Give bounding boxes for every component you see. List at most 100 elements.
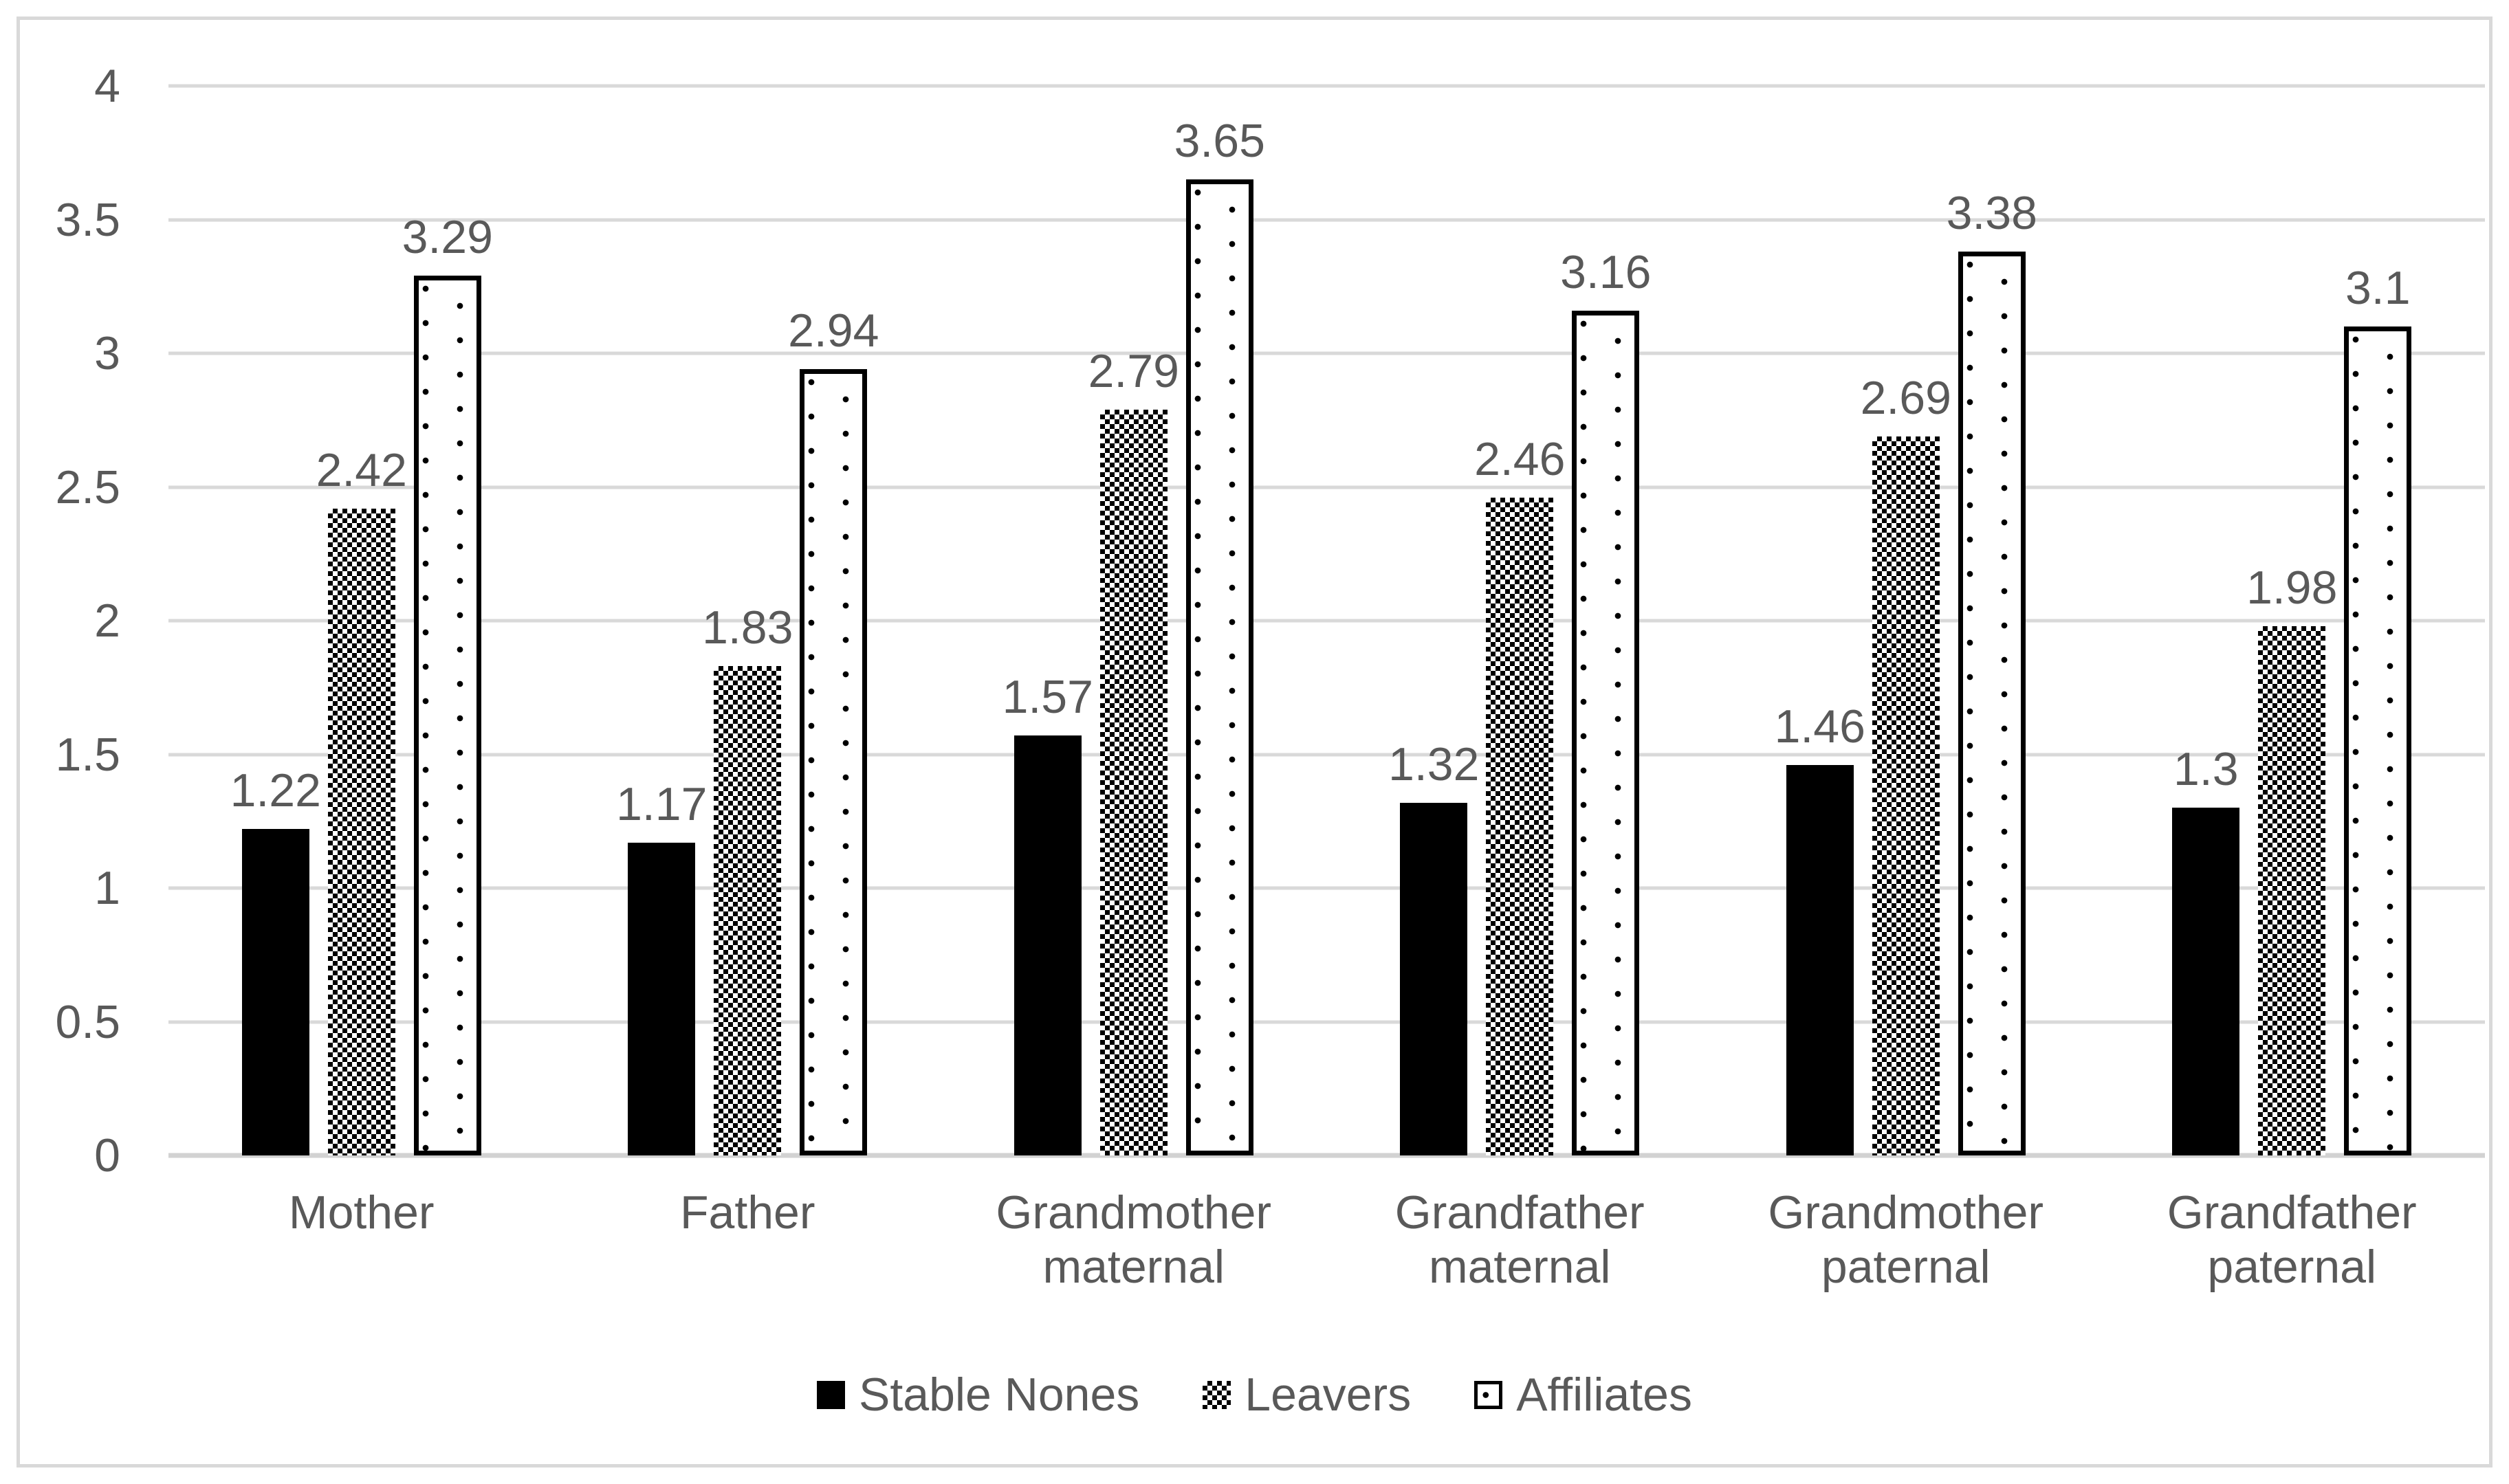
- bar-value-label: 3.16: [1560, 245, 1652, 298]
- bar-leavers-grandfather-maternal: [1486, 498, 1554, 1155]
- bar-stable-nones-mother: [241, 829, 309, 1155]
- legend: Stable Nones Leavers Affiliates: [0, 1371, 2509, 1418]
- bar-value-label: 2.94: [788, 304, 879, 357]
- legend-label-affiliates: Affiliates: [1516, 1369, 1692, 1421]
- category-label-text: Grandfather paternal: [2167, 1186, 2417, 1293]
- bar-groups: 1.22 2.42 3.29 1.17 1.83 2.94 1.57 2.79 3.65 1.32…: [168, 86, 2485, 1155]
- category-label-mother: Mother: [168, 1186, 555, 1294]
- bar-value-label: 1.17: [616, 777, 708, 830]
- bar-value-label: 1.32: [1388, 738, 1480, 790]
- legend-label-stable-nones: Stable Nones: [859, 1369, 1140, 1421]
- bar-column-affiliates: 3.1: [2344, 86, 2412, 1155]
- y-tick-label: 0: [94, 1129, 120, 1182]
- category-label-text: Grandfather maternal: [1394, 1186, 1645, 1293]
- y-tick-label: 0.5: [55, 995, 120, 1048]
- chart-outer-frame: [17, 16, 2492, 1468]
- bar-stable-nones-grandfather-maternal: [1400, 802, 1468, 1155]
- bar-column-stable-nones: 1.57: [1002, 86, 1093, 1155]
- gridline: [168, 351, 2485, 355]
- bar-column-leavers: 2.42: [316, 86, 407, 1155]
- bar-group-grandfather-maternal: 1.32 2.46 3.16: [1327, 86, 1713, 1155]
- bar-affiliates-mother: [413, 276, 481, 1155]
- bar-value-label: 2.42: [316, 443, 407, 496]
- bar-value-label: 3.38: [1946, 187, 2037, 240]
- bar-leavers-father: [714, 666, 782, 1155]
- bar-affiliates-grandmother-paternal: [1958, 252, 2026, 1155]
- bar-leavers-grandfather-paternal: [2258, 625, 2326, 1155]
- bar-leavers-grandmother-paternal: [1872, 436, 1940, 1155]
- bar-column-leavers: 2.69: [1861, 86, 1951, 1155]
- bar-group-grandmother-paternal: 1.46 2.69 3.38: [1713, 86, 2099, 1155]
- gridline: [168, 886, 2485, 890]
- gridline: [168, 753, 2485, 756]
- bar-value-label: 2.79: [1088, 344, 1179, 397]
- y-tick-label: 4: [94, 60, 120, 112]
- bar-group-mother: 1.22 2.42 3.29: [168, 86, 555, 1155]
- bar-affiliates-father: [800, 369, 868, 1155]
- category-label-text: Grandmother maternal: [996, 1186, 1272, 1293]
- bar-value-label: 2.69: [1860, 371, 1951, 424]
- category-label-text: Father: [679, 1186, 815, 1239]
- category-axis-labels: Mother Father Grandmother maternal Grandfat…: [168, 1186, 2485, 1294]
- bar-column-stable-nones: 1.17: [616, 86, 707, 1155]
- gridline: [168, 1153, 2485, 1158]
- bar-value-label: 1.83: [702, 601, 793, 654]
- y-tick-label: 3.5: [55, 193, 120, 246]
- bar-column-affiliates: 3.16: [1560, 86, 1651, 1155]
- bar-value-label: 1.98: [2246, 561, 2338, 614]
- y-tick-label: 1.5: [55, 728, 120, 781]
- category-label-text: Mother: [288, 1186, 435, 1239]
- bar-group-father: 1.17 1.83 2.94: [555, 86, 941, 1155]
- gridline: [168, 218, 2485, 221]
- bar-column-leavers: 2.79: [1088, 86, 1179, 1155]
- bar-value-label: 3.29: [402, 211, 493, 264]
- bar-leavers-mother: [327, 508, 395, 1155]
- category-label-grandmother-maternal: Grandmother maternal: [941, 1186, 1327, 1294]
- bar-value-label: 1.22: [230, 764, 321, 817]
- bar-value-label: 3.1: [2345, 262, 2411, 315]
- bar-affiliates-grandfather-maternal: [1572, 310, 1640, 1155]
- bar-stable-nones-father: [628, 842, 696, 1155]
- category-label-grandfather-maternal: Grandfather maternal: [1327, 1186, 1713, 1294]
- bar-group-grandmother-maternal: 1.57 2.79 3.65: [941, 86, 1327, 1155]
- bar-column-affiliates: 3.29: [402, 86, 493, 1155]
- y-tick-label: 2.5: [55, 461, 120, 513]
- bar-affiliates-grandfather-paternal: [2344, 326, 2412, 1155]
- gridline: [168, 84, 2485, 88]
- category-label-grandfather-paternal: Grandfather paternal: [2099, 1186, 2486, 1294]
- bar-stable-nones-grandfather-paternal: [2172, 808, 2240, 1155]
- bar-stable-nones-grandmother-paternal: [1786, 765, 1854, 1155]
- gridline: [168, 485, 2485, 489]
- legend-item-stable-nones: Stable Nones: [817, 1371, 1139, 1418]
- bar-column-affiliates: 3.65: [1174, 86, 1265, 1155]
- bar-group-grandfather-paternal: 1.3 1.98 3.1: [2099, 86, 2486, 1155]
- bar-column-stable-nones: 1.46: [1775, 86, 1865, 1155]
- bar-value-label: 1.57: [1002, 671, 1093, 724]
- legend-swatch-leavers: [1203, 1380, 1231, 1409]
- bar-column-affiliates: 3.38: [1947, 86, 2037, 1155]
- gridline: [168, 1020, 2485, 1023]
- bar-stable-nones-grandmother-maternal: [1014, 735, 1082, 1155]
- legend-item-leavers: Leavers: [1203, 1371, 1411, 1418]
- bar-value-label: 2.46: [1474, 433, 1566, 486]
- gridline: [168, 619, 2485, 623]
- plot-area: 4 3.5 3 2.5 2 1.5 1 0.5 0 1.22 2.42 3.29 1.17 1.83 2.…: [55, 63, 2485, 1179]
- bar-column-affiliates: 2.94: [788, 86, 879, 1155]
- bar-column-stable-nones: 1.32: [1388, 86, 1479, 1155]
- bar-affiliates-grandmother-maternal: [1185, 179, 1253, 1155]
- category-label-grandmother-paternal: Grandmother paternal: [1713, 1186, 2099, 1294]
- legend-swatch-affiliates: [1474, 1380, 1503, 1409]
- legend-item-affiliates: Affiliates: [1474, 1371, 1692, 1418]
- bar-value-label: 1.46: [1774, 700, 1865, 753]
- bar-column-stable-nones: 1.22: [230, 86, 321, 1155]
- y-tick-label: 2: [94, 595, 120, 647]
- bar-value-label: 1.3: [2173, 743, 2239, 796]
- bar-column-leavers: 1.98: [2246, 86, 2337, 1155]
- legend-label-leavers: Leavers: [1245, 1369, 1412, 1421]
- category-label-father: Father: [555, 1186, 941, 1294]
- bar-column-leavers: 1.83: [702, 86, 793, 1155]
- bar-column-leavers: 2.46: [1474, 86, 1565, 1155]
- category-label-text: Grandmother paternal: [1768, 1186, 2044, 1293]
- legend-swatch-stable-nones: [817, 1380, 846, 1409]
